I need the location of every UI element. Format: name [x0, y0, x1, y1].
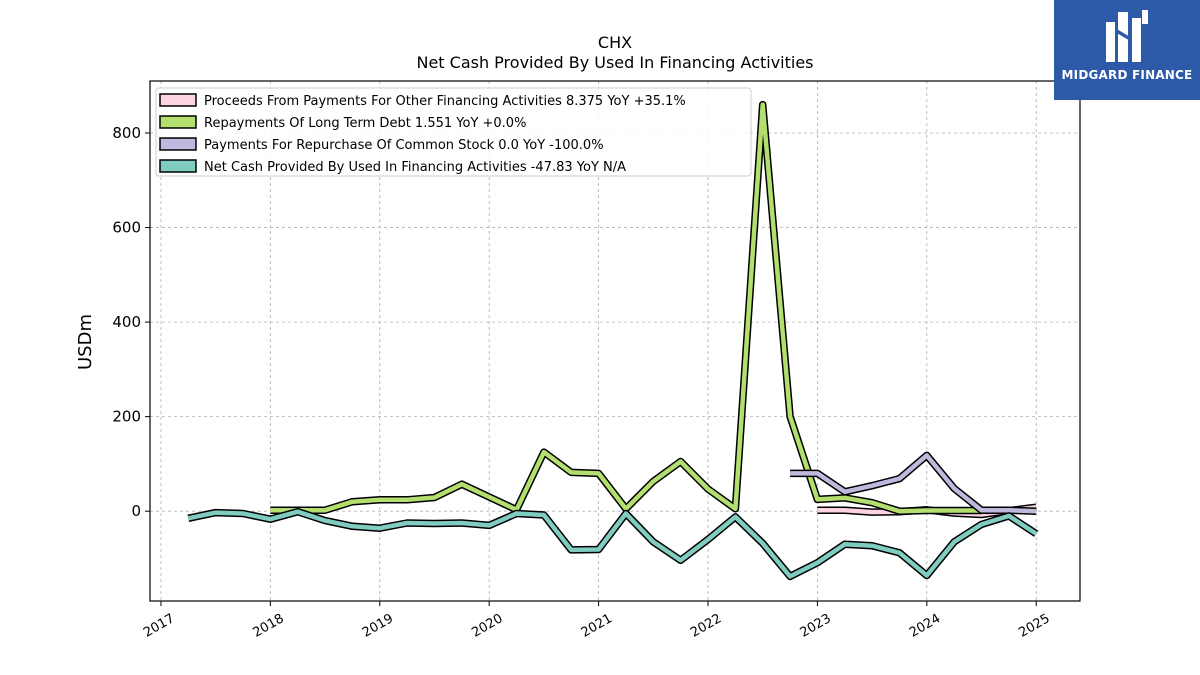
legend-label: Proceeds From Payments For Other Financi… — [204, 94, 686, 109]
series-line-1 — [270, 100, 982, 515]
x-tick-label: 2020 — [469, 611, 505, 641]
x-tick-label: 2018 — [251, 611, 287, 641]
legend-items: Proceeds From Payments For Other Financi… — [159, 93, 686, 175]
x-tick-label: 2025 — [1016, 611, 1052, 641]
brand-logo: MIDGARD FINANCE — [1054, 0, 1200, 100]
series-layer — [187, 100, 1039, 581]
y-tick-label: 800 — [112, 124, 141, 142]
y-tick-label: 200 — [112, 408, 141, 426]
chart-title: CHX — [598, 33, 632, 52]
x-tick-label: 2022 — [688, 611, 724, 641]
series-stroke — [790, 453, 1037, 514]
legend-swatch — [159, 115, 197, 129]
legend-swatch — [159, 93, 197, 107]
legend-label: Net Cash Provided By Used In Financing A… — [204, 160, 626, 175]
legend-label: Payments For Repurchase Of Common Stock … — [204, 138, 604, 153]
x-tick-label: 2019 — [360, 611, 396, 641]
x-tick-label: 2017 — [141, 611, 177, 641]
series-stroke — [187, 509, 1038, 579]
legend-swatch — [159, 159, 197, 173]
midgard-logo-icon — [1106, 10, 1148, 62]
chart-subtitle: Net Cash Provided By Used In Financing A… — [416, 53, 813, 72]
y-tick-label: 600 — [112, 219, 141, 237]
x-tick-label: 2023 — [798, 611, 834, 641]
y-tick-label: 0 — [131, 502, 141, 520]
legend-swatch — [159, 137, 197, 151]
y-axis-ticks: 0 200 400 600 800 — [112, 124, 150, 520]
series-outline — [187, 507, 1039, 581]
series-line-2 — [789, 451, 1037, 515]
legend-frame — [155, 87, 752, 177]
series-outline — [790, 451, 1037, 515]
x-axis-ticks: 2017 2018 2019 2020 2021 2022 2023 2024 2025 — [141, 601, 1053, 641]
plot-frame — [149, 80, 1081, 602]
y-tick-label: 400 — [112, 313, 141, 331]
y-axis-label: USDm — [75, 314, 96, 370]
legend-label: Repayments Of Long Term Debt 1.551 YoY +… — [204, 116, 526, 131]
x-tick-label: 2024 — [907, 611, 943, 641]
legend: Proceeds From Payments For Other Financi… — [155, 87, 752, 177]
x-tick-label: 2021 — [579, 611, 615, 641]
brand-name: MIDGARD FINANCE — [1061, 68, 1193, 82]
series-line-3 — [187, 507, 1039, 581]
